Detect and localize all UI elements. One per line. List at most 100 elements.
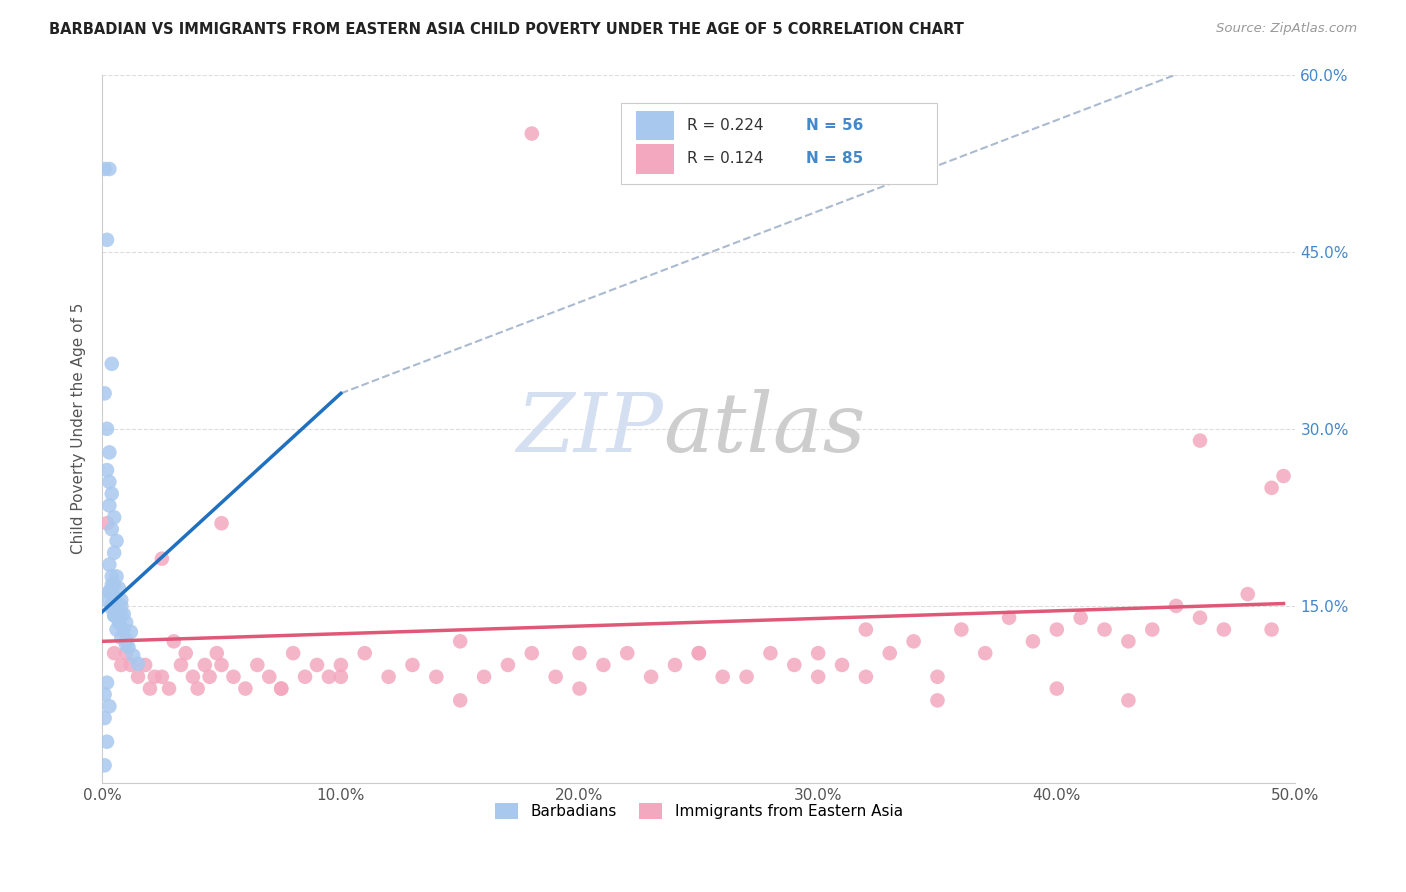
Point (807, 670, 830, 684)
Point (1046, 623, 1069, 637)
Text: Source: ZipAtlas.com: Source: ZipAtlas.com (1216, 22, 1357, 36)
Point (903, 634, 925, 648)
Point (377, 670, 399, 684)
Point (115, 615, 138, 630)
Point (105, 569, 128, 583)
Point (103, 608, 125, 623)
Point (98, 445, 121, 459)
Point (108, 614, 131, 628)
Point (181, 670, 204, 684)
Point (496, 657, 519, 672)
Point (950, 623, 973, 637)
Point (134, 657, 156, 672)
Point (664, 657, 686, 672)
Point (329, 657, 352, 672)
Point (1272, 469, 1295, 483)
Point (211, 657, 233, 672)
Point (568, 681, 591, 696)
Point (831, 657, 853, 672)
Point (100, 577, 122, 591)
Point (1260, 623, 1282, 637)
Legend: Barbadians, Immigrants from Eastern Asia: Barbadians, Immigrants from Eastern Asia (489, 797, 908, 825)
Point (110, 593, 132, 607)
Point (110, 657, 132, 672)
Point (1142, 623, 1164, 637)
Point (96, 675, 118, 690)
Point (235, 681, 257, 696)
Point (98, 584, 121, 599)
Point (1094, 623, 1116, 637)
Point (281, 646, 304, 660)
Point (163, 634, 186, 648)
Point (150, 670, 173, 684)
Point (1236, 587, 1258, 601)
Point (96, 422, 118, 436)
Point (110, 599, 132, 613)
Point (143, 670, 166, 684)
Point (103, 590, 125, 604)
Point (93, 386, 115, 401)
Point (93, 711, 115, 725)
Point (103, 590, 125, 604)
Point (127, 657, 149, 671)
Point (855, 623, 877, 637)
Point (100, 487, 122, 501)
Point (544, 670, 567, 684)
Point (105, 597, 128, 611)
Point (735, 670, 758, 684)
Point (98, 161, 121, 176)
Point (449, 693, 471, 707)
Point (329, 670, 352, 684)
Point (1022, 634, 1045, 648)
FancyBboxPatch shape (636, 111, 673, 140)
Point (103, 510, 125, 524)
Point (222, 670, 245, 684)
Point (759, 646, 782, 660)
Point (194, 657, 217, 672)
Point (294, 670, 316, 684)
Point (98, 558, 121, 572)
Point (198, 670, 221, 684)
Point (449, 634, 471, 648)
Point (205, 646, 228, 660)
Point (1118, 693, 1140, 707)
Point (174, 646, 197, 660)
Point (108, 581, 131, 595)
Point (98, 499, 121, 513)
Point (108, 615, 131, 630)
Point (115, 633, 138, 648)
Point (157, 681, 180, 696)
Point (688, 646, 710, 660)
Point (105, 601, 128, 615)
Point (100, 357, 122, 371)
Point (783, 657, 806, 672)
Point (100, 522, 122, 536)
Point (127, 670, 149, 684)
Point (93, 161, 115, 176)
Point (100, 569, 122, 583)
Point (115, 646, 138, 660)
Point (110, 631, 132, 645)
Text: BARBADIAN VS IMMIGRANTS FROM EASTERN ASIA CHILD POVERTY UNDER THE AGE OF 5 CORRE: BARBADIAN VS IMMIGRANTS FROM EASTERN ASI… (49, 22, 965, 37)
Point (425, 670, 447, 684)
Point (1188, 434, 1211, 448)
Point (103, 577, 125, 591)
FancyBboxPatch shape (621, 103, 938, 185)
Point (170, 657, 193, 672)
Point (96, 735, 118, 749)
Point (96, 463, 118, 477)
Point (998, 611, 1021, 625)
Point (1046, 681, 1069, 696)
Point (879, 646, 901, 660)
Point (1166, 599, 1188, 613)
Point (100, 601, 122, 615)
Point (112, 607, 135, 622)
Point (187, 681, 209, 696)
Point (96, 233, 118, 247)
Text: ZIP: ZIP (516, 389, 664, 469)
Point (1188, 611, 1211, 625)
Point (98, 584, 121, 599)
Point (592, 657, 614, 672)
Y-axis label: Child Poverty Under the Age of 5: Child Poverty Under the Age of 5 (72, 303, 86, 555)
Point (105, 533, 128, 548)
